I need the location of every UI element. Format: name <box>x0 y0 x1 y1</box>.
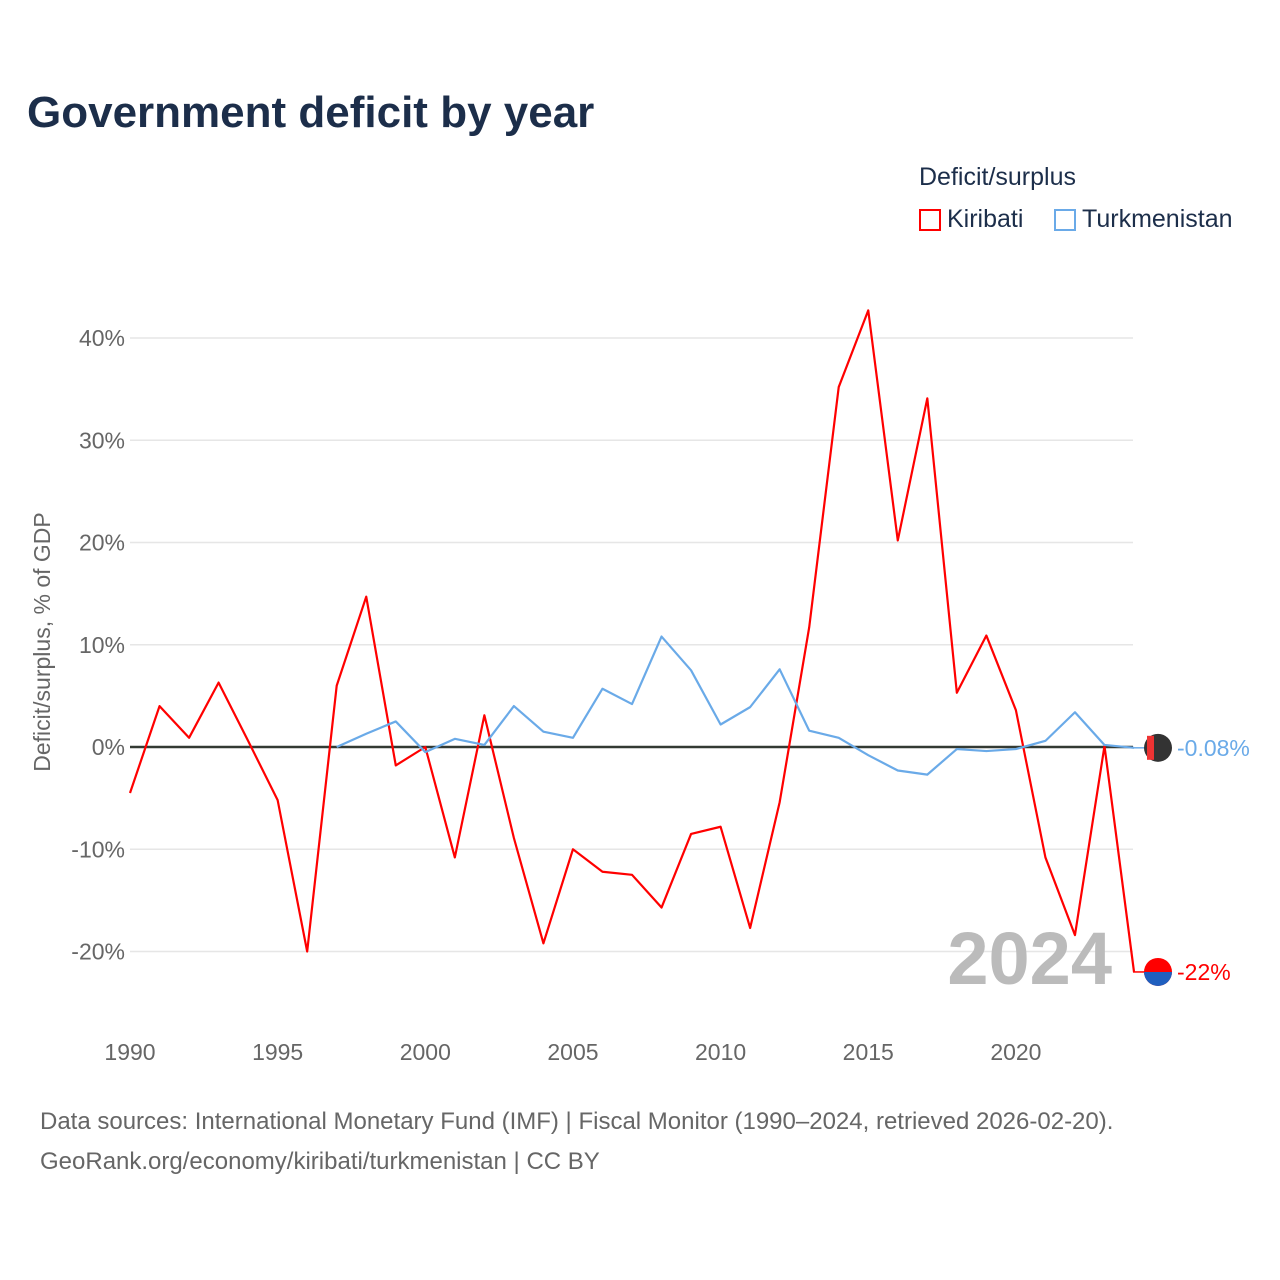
y-tick-label: 40% <box>79 325 125 351</box>
legend-item-kiribati[interactable]: Kiribati <box>919 205 1023 234</box>
legend-label: Turkmenistan <box>1082 205 1233 233</box>
legend-label: Kiribati <box>947 205 1024 233</box>
legend-swatch <box>1054 208 1076 231</box>
x-tick-label: 2010 <box>695 1039 746 1065</box>
year-watermark: 2024 <box>947 917 1112 1000</box>
flag-stripe <box>1147 735 1154 760</box>
y-tick-label: 10% <box>79 632 125 658</box>
y-tick-label: 30% <box>79 427 125 453</box>
x-tick-label: 2000 <box>400 1039 451 1065</box>
series-line-turkmenistan <box>336 635 1135 776</box>
legend-item-turkmenistan[interactable]: Turkmenistan <box>1054 205 1233 234</box>
end-label: -0.08% <box>1177 735 1250 761</box>
chart-title: Government deficit by year <box>27 88 595 137</box>
y-tick-label: 20% <box>79 530 125 556</box>
y-tick-label: -20% <box>71 939 125 965</box>
legend-title: Deficit/surplus <box>919 163 1076 191</box>
y-tick-label: -10% <box>71 836 125 862</box>
source-line: Data sources: International Monetary Fun… <box>40 1108 1114 1135</box>
x-tick-label: 2005 <box>547 1039 598 1065</box>
x-tick-label: 2015 <box>843 1039 894 1065</box>
flag-waves <box>1144 971 1172 986</box>
x-tick-label: 1995 <box>252 1039 303 1065</box>
legend-swatch <box>919 208 941 231</box>
end-label: -22% <box>1177 959 1231 985</box>
y-tick-label: 0% <box>92 734 125 760</box>
url-line[interactable]: GeoRank.org/economy/kiribati/turkmenista… <box>40 1148 600 1175</box>
x-tick-label: 1990 <box>104 1039 155 1065</box>
y-axis-label: Deficit/surplus, % of GDP <box>29 512 55 771</box>
series-line-kiribati <box>128 309 1136 973</box>
x-tick-label: 2020 <box>990 1039 1041 1065</box>
